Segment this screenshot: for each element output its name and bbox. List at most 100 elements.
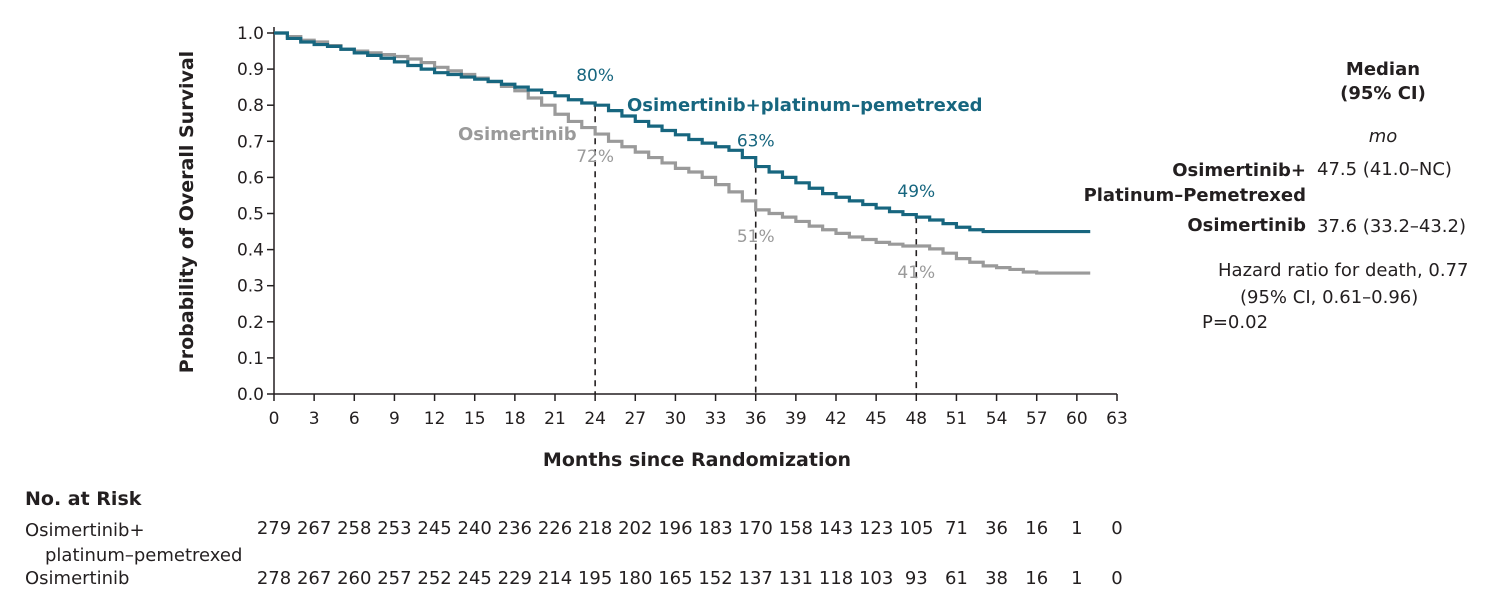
risk-value-osimertinib: 252 (417, 568, 452, 589)
x-tick-label: 6 (349, 409, 360, 429)
risk-value-osimertinib: 38 (985, 568, 1009, 589)
risk-label-combo-line1: Osimertinib+ (25, 520, 145, 541)
hazard-ratio-ci: (95% CI, 0.61–0.96) (1240, 287, 1419, 308)
risk-value-combo: 258 (337, 518, 372, 539)
x-tick-label: 60 (1066, 409, 1088, 429)
risk-value-combo: 218 (577, 518, 613, 539)
annotation-osi-36: 51% (737, 227, 775, 247)
series-label-combo: Osimertinib+platinum–pemetrexed (627, 95, 983, 116)
y-tick-label: 0.2 (237, 313, 264, 333)
x-tick-label: 9 (389, 409, 400, 429)
y-tick-label: 0.5 (237, 205, 264, 225)
risk-value-osimertinib: 152 (698, 568, 733, 589)
risk-value-osimertinib: 61 (944, 568, 968, 589)
risk-value-osimertinib: 0 (1111, 568, 1123, 589)
risk-value-combo: 236 (497, 518, 533, 539)
y-tick-label: 0.1 (237, 349, 264, 369)
legend-osi-name: Osimertinib (1187, 215, 1306, 236)
risk-value-osimertinib: 278 (256, 568, 292, 589)
risk-value-osimertinib: 180 (618, 568, 653, 589)
risk-value-osimertinib: 260 (337, 568, 372, 589)
series-label-osimertinib: Osimertinib (458, 124, 577, 145)
risk-value-osimertinib: 245 (457, 568, 492, 589)
y-tick-label: 1.0 (237, 24, 264, 44)
x-tick-label: 27 (624, 409, 646, 429)
risk-value-osimertinib: 1 (1071, 568, 1083, 589)
legend-combo-value: 47.5 (41.0–NC) (1317, 159, 1452, 180)
risk-value-combo: 183 (698, 518, 733, 539)
risk-value-osimertinib: 267 (296, 568, 332, 589)
annotation-osi-24: 72% (576, 147, 614, 167)
x-tick-label: 45 (865, 409, 887, 429)
risk-table-title: No. at Risk (25, 488, 142, 510)
y-tick-label: 0.3 (237, 277, 264, 297)
x-tick-label: 24 (584, 409, 606, 429)
risk-value-osimertinib: 195 (577, 568, 613, 589)
y-tick-label: 0.6 (237, 168, 264, 188)
risk-value-combo: 105 (899, 518, 934, 539)
x-tick-label: 51 (946, 409, 968, 429)
x-tick-label: 63 (1106, 409, 1128, 429)
p-value: P=0.02 (1202, 312, 1269, 333)
risk-value-osimertinib: 214 (537, 568, 573, 589)
risk-value-combo: 196 (658, 518, 693, 539)
median-header: Median (95% CI) (1328, 58, 1438, 106)
x-tick-label: 18 (504, 409, 526, 429)
risk-value-combo: 36 (985, 518, 1009, 539)
risk-value-combo: 245 (417, 518, 452, 539)
annotation-combo-48: 49% (897, 182, 935, 202)
risk-value-combo: 143 (818, 518, 854, 539)
median-header-line2: (95% CI) (1340, 83, 1426, 104)
median-unit: mo (1368, 126, 1398, 147)
legend-combo-name-line1: Osimertinib+ (1172, 160, 1306, 181)
x-tick-label: 0 (269, 409, 280, 429)
x-tick-label: 33 (705, 409, 727, 429)
risk-value-osimertinib: 103 (858, 568, 894, 589)
risk-label-osimertinib: Osimertinib (25, 568, 130, 589)
risk-value-osimertinib: 165 (658, 568, 693, 589)
x-tick-label: 15 (464, 409, 486, 429)
axes: 0 3 6 9 12 15 18 21 24 27 30 33 36 39 42 45 48 51 54 57 60 63… (237, 24, 1128, 429)
legend-osi-value: 37.6 (33.2–43.2) (1317, 216, 1467, 237)
annotation-combo-36: 63% (737, 132, 775, 152)
risk-value-combo: 279 (256, 518, 292, 539)
x-tick-label: 57 (1026, 409, 1048, 429)
annotation-combo-24: 80% (576, 66, 614, 86)
risk-value-combo: 267 (296, 518, 332, 539)
y-axis-title: Probability of Overall Survival (176, 51, 198, 373)
x-tick-label: 3 (309, 409, 320, 429)
risk-value-combo: 170 (738, 518, 773, 539)
x-tick-label: 54 (986, 409, 1008, 429)
osimertinib-curve (274, 31, 1091, 275)
risk-value-osimertinib: 137 (738, 568, 773, 589)
risk-value-combo: 1 (1071, 518, 1083, 539)
risk-value-combo: 202 (618, 518, 653, 539)
risk-label-combo: Osimertinib+ platinum–pemetrexed (25, 518, 242, 568)
risk-value-osimertinib: 131 (778, 568, 814, 589)
combo-curve (274, 31, 1091, 234)
risk-value-combo: 226 (537, 518, 573, 539)
series-curves (274, 31, 1091, 275)
risk-value-combo: 71 (944, 518, 968, 539)
x-tick-label: 12 (424, 409, 446, 429)
x-tick-label: 39 (785, 409, 807, 429)
median-header-line1: Median (1345, 59, 1421, 80)
risk-value-combo: 240 (457, 518, 492, 539)
risk-value-osimertinib: 93 (904, 568, 928, 589)
risk-value-combo: 0 (1111, 518, 1123, 539)
hazard-ratio: Hazard ratio for death, 0.77 (1218, 260, 1469, 281)
y-tick-label: 0.7 (237, 132, 264, 152)
risk-label-combo-line2: platinum–pemetrexed (45, 545, 243, 566)
x-tick-label: 42 (825, 409, 847, 429)
risk-value-combo: 16 (1025, 518, 1049, 539)
x-tick-label: 48 (905, 409, 927, 429)
y-tick-label: 0.4 (237, 241, 264, 261)
risk-value-osimertinib: 257 (377, 568, 412, 589)
legend-combo-name-line2: Platinum–Pemetrexed (1083, 185, 1306, 206)
y-tick-label: 0.9 (237, 60, 264, 80)
x-tick-label: 30 (665, 409, 687, 429)
legend-combo-name: Osimertinib+ Platinum–Pemetrexed (1084, 158, 1306, 208)
y-tick-label: 0.0 (237, 385, 264, 405)
risk-value-osimertinib: 229 (497, 568, 533, 589)
